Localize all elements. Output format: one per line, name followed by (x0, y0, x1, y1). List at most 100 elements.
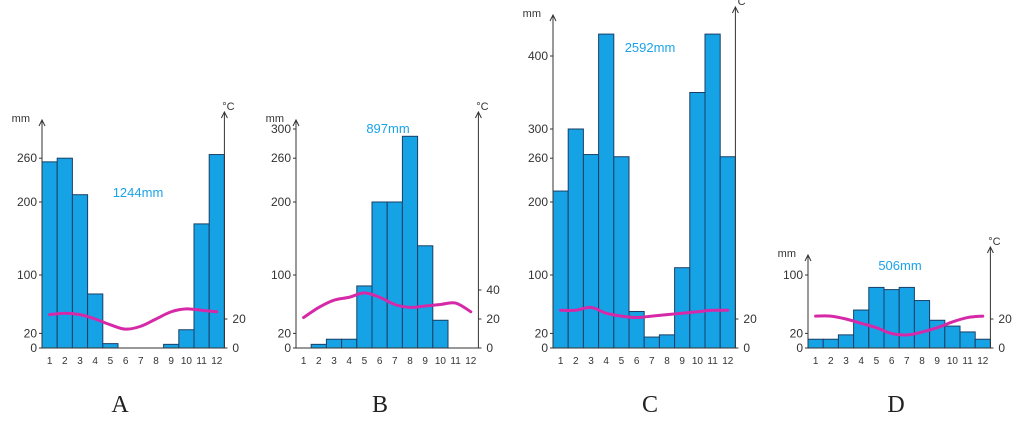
month-label: 5 (874, 356, 880, 367)
month-label: 12 (977, 356, 989, 367)
temperature-line (814, 314, 985, 337)
month-label: 11 (450, 356, 461, 367)
precip-bar-month-7 (643, 336, 660, 349)
left-tick-label: 0 (541, 341, 548, 355)
precip-bar-month-2 (567, 128, 584, 349)
precip-bar-month-7 (898, 286, 915, 349)
precip-bar-month-6 (371, 201, 388, 349)
left-unit-label: mm (12, 113, 30, 125)
precip-bar-month-3 (71, 194, 89, 349)
left-tick-label: 0 (284, 341, 291, 355)
left-tick-label: 100 (17, 268, 37, 282)
left-axis-arrow (292, 118, 300, 127)
precip-bar-month-3 (837, 334, 855, 349)
month-label: 8 (919, 356, 925, 367)
left-tick-label: 400 (528, 49, 548, 63)
caption-b: B (371, 392, 388, 418)
month-label: 11 (707, 356, 718, 367)
month-label: 6 (634, 356, 640, 367)
precip-bar-month-8 (658, 334, 676, 349)
month-label: 1 (813, 356, 819, 367)
month-label: 9 (934, 356, 940, 367)
precip-bar-month-5 (102, 343, 119, 349)
precip-bar-month-11 (193, 223, 210, 349)
temperature-line (559, 305, 730, 320)
month-label: 3 (843, 356, 849, 367)
left-tick-label: 100 (783, 268, 803, 282)
left-tick-label: 300 (271, 122, 291, 136)
month-label: 5 (108, 356, 114, 367)
month-label: 3 (331, 356, 337, 367)
precip-bar-month-10 (944, 325, 961, 349)
precip-bar-month-10 (432, 319, 449, 349)
total-precip-label: 1244mm (113, 185, 164, 200)
right-tick-label: 40 (486, 283, 500, 297)
month-label: 3 (588, 356, 594, 367)
precip-bar-month-9 (674, 267, 691, 349)
month-label: 4 (603, 356, 609, 367)
left-tick-label: 0 (796, 341, 803, 355)
left-tick-label: 20 (790, 326, 804, 340)
precip-bar-month-8 (913, 300, 931, 349)
month-label: 7 (138, 356, 144, 367)
right-tick-label: 20 (998, 312, 1012, 326)
precip-bar-month-4 (853, 309, 870, 349)
precip-bar-month-8 (401, 135, 419, 349)
right-tick-label: 20 (232, 312, 246, 326)
month-label: 3 (77, 356, 83, 367)
right-tick-label: 0 (486, 341, 493, 355)
month-label: 2 (828, 356, 834, 367)
total-precip-label: 506mm (878, 258, 921, 273)
left-tick-label: 20 (24, 326, 38, 340)
month-label: 10 (947, 356, 959, 367)
month-label: 5 (619, 356, 625, 367)
left-axis-arrow (38, 118, 46, 127)
precip-bar-month-4 (341, 338, 358, 349)
temperature-line (48, 307, 219, 331)
precip-bar-month-7 (386, 201, 403, 349)
month-label: 6 (123, 356, 129, 367)
right-tick-label: 0 (998, 341, 1005, 355)
month-label: 9 (679, 356, 685, 367)
month-label: 12 (465, 356, 477, 367)
caption-d: D (887, 392, 905, 418)
precip-bar-month-10 (689, 92, 706, 349)
left-tick-label: 260 (17, 151, 37, 165)
month-label: 12 (211, 356, 223, 367)
right-axis-arrow (986, 245, 994, 254)
precip-bar-month-12 (974, 338, 991, 349)
month-label: 8 (153, 356, 159, 367)
precip-bar-month-1 (807, 338, 824, 349)
left-axis-arrow (549, 13, 557, 22)
month-label: 9 (422, 356, 428, 367)
left-unit-label: mm (523, 8, 541, 20)
left-tick-label: 300 (528, 122, 548, 136)
month-label: 9 (168, 356, 174, 367)
month-label: 10 (692, 356, 704, 367)
right-tick-label: 0 (232, 341, 239, 355)
precip-bar-month-3 (582, 154, 600, 349)
left-tick-label: 200 (271, 195, 291, 209)
left-tick-label: 200 (17, 195, 37, 209)
temperature-line (302, 291, 473, 320)
precip-bar-month-12 (719, 156, 736, 349)
month-label: 1 (558, 356, 564, 367)
right-axis-arrow (474, 110, 482, 119)
month-label: 10 (435, 356, 447, 367)
left-tick-label: 200 (528, 195, 548, 209)
precip-bar-month-12 (208, 154, 225, 349)
month-label: 10 (181, 356, 193, 367)
precip-bar-month-9 (417, 245, 434, 349)
precip-bar-month-11 (959, 331, 976, 349)
left-tick-label: 100 (528, 268, 548, 282)
precip-bar-month-2 (822, 338, 839, 349)
total-precip-label: 897mm (366, 121, 409, 136)
precip-bar-month-4 (598, 33, 615, 349)
left-tick-label: 260 (528, 151, 548, 165)
left-tick-label: 20 (535, 326, 549, 340)
right-unit-label: °C (733, 0, 745, 8)
